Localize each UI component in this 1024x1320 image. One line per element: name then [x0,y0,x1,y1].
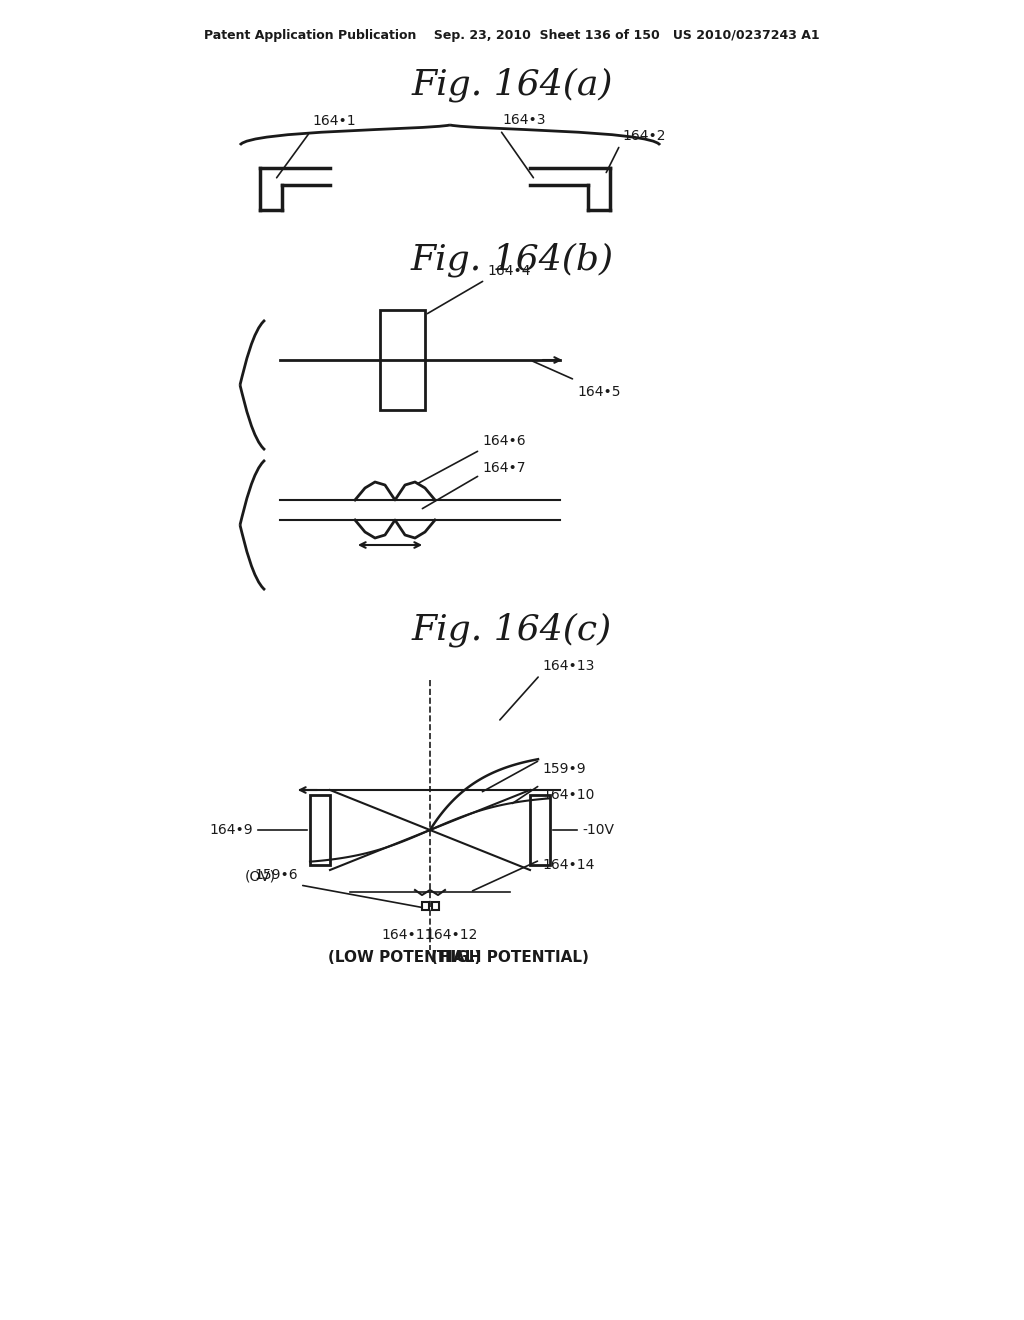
Text: (HIGH POTENTIAL): (HIGH POTENTIAL) [431,950,589,965]
Text: 164•10: 164•10 [542,788,594,803]
Text: 164•2: 164•2 [622,129,666,143]
Text: 164•5: 164•5 [577,385,621,399]
Text: 164•4: 164•4 [487,264,530,279]
Text: Fig. 164(c): Fig. 164(c) [412,612,612,647]
Bar [380,310,425,411]
Text: -10V: -10V [582,822,614,837]
Text: 164•3: 164•3 [502,114,546,127]
Bar [422,902,429,909]
Text: 164•14: 164•14 [542,858,594,873]
Text: 164•9: 164•9 [209,822,253,837]
Bar [310,795,330,865]
Text: 164•13: 164•13 [542,659,594,673]
Text: Fig. 164(a): Fig. 164(a) [412,67,612,102]
Bar [432,902,439,909]
Text: (LOW POTENTIAL): (LOW POTENTIAL) [329,950,481,965]
Bar [530,795,550,865]
Text: (OV): (OV) [245,870,275,884]
Text: Patent Application Publication    Sep. 23, 2010  Sheet 136 of 150   US 2010/0237: Patent Application Publication Sep. 23, … [204,29,820,41]
Text: 164•6: 164•6 [482,434,525,447]
Text: 164•7: 164•7 [482,461,525,475]
Text: 164•11: 164•11 [382,928,434,942]
Text: Fig. 164(b): Fig. 164(b) [411,243,613,277]
Text: 159•9: 159•9 [542,762,586,776]
Text: 164•1: 164•1 [312,114,355,128]
Text: 164•12: 164•12 [426,928,478,942]
Text: 159•6: 159•6 [254,869,298,882]
